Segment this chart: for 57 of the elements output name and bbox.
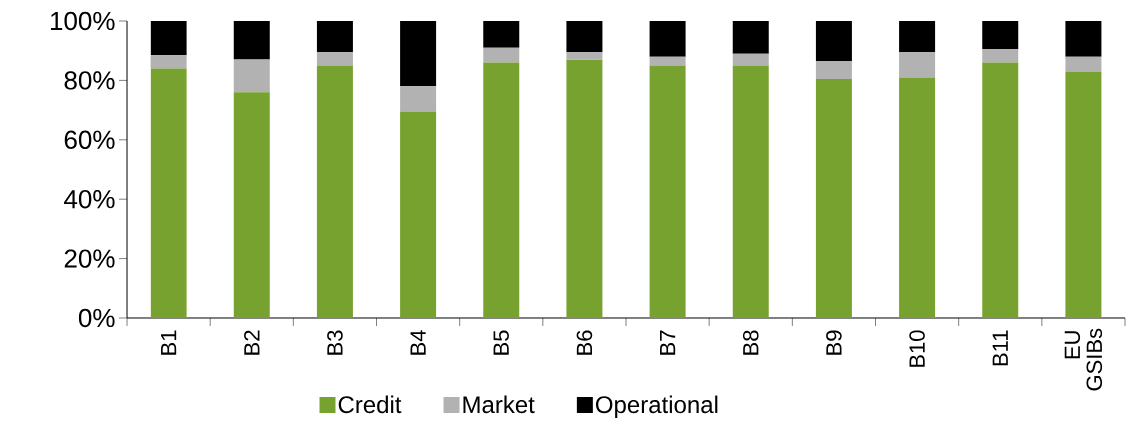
y-tick-label: 20% xyxy=(64,249,115,268)
bar xyxy=(566,59,603,318)
bar xyxy=(1065,71,1102,318)
bar xyxy=(899,77,936,318)
bar xyxy=(566,21,603,53)
bar xyxy=(483,21,520,48)
bar xyxy=(815,78,852,318)
bar xyxy=(233,21,270,60)
bar xyxy=(899,52,936,78)
y-tick-label: 0% xyxy=(78,308,115,328)
legend-label: Operational xyxy=(595,395,718,418)
y-tick-label: 100% xyxy=(50,11,115,31)
x-tick-label: B9 xyxy=(826,330,842,355)
bar xyxy=(1065,21,1102,57)
bar xyxy=(400,86,437,112)
bar xyxy=(400,111,437,318)
bar xyxy=(150,68,187,318)
bar xyxy=(649,21,686,57)
x-tick-label: B10 xyxy=(909,330,925,367)
bar xyxy=(982,62,1019,318)
bar xyxy=(150,21,187,56)
bar xyxy=(649,56,686,66)
bar xyxy=(233,59,270,93)
bar xyxy=(982,49,1019,63)
bar xyxy=(732,65,769,318)
x-tick-label: B8 xyxy=(742,330,759,355)
bar xyxy=(899,21,936,53)
bar xyxy=(566,52,603,60)
y-tick-label: 60% xyxy=(64,130,115,149)
bar xyxy=(483,62,520,318)
bar xyxy=(233,92,270,318)
bar xyxy=(732,21,769,54)
legend-label: Credit xyxy=(338,395,402,414)
x-tick-label: B2 xyxy=(244,330,260,355)
x-tick-label: B7 xyxy=(660,330,676,355)
bar xyxy=(316,52,353,66)
bar xyxy=(316,21,353,53)
x-tick-label: EU GSIBs xyxy=(1064,328,1103,391)
legend-label: Market xyxy=(463,395,535,414)
bar xyxy=(815,61,852,79)
x-tick-label: B1 xyxy=(161,330,177,355)
bar xyxy=(732,53,769,66)
x-tick-label: B4 xyxy=(410,330,426,355)
x-tick-label: B3 xyxy=(327,330,343,355)
bar xyxy=(815,21,852,62)
bar xyxy=(483,47,520,63)
bar xyxy=(316,65,353,318)
bar xyxy=(1065,56,1102,72)
bar xyxy=(150,55,187,69)
x-tick-label: B5 xyxy=(493,330,509,355)
x-tick-label: B11 xyxy=(992,330,1008,366)
bar xyxy=(649,65,686,318)
y-tick-label: 40% xyxy=(64,189,115,209)
y-tick-label: 80% xyxy=(64,71,115,90)
bar xyxy=(400,21,437,87)
x-tick-label: B6 xyxy=(576,330,593,355)
bar xyxy=(982,21,1019,50)
